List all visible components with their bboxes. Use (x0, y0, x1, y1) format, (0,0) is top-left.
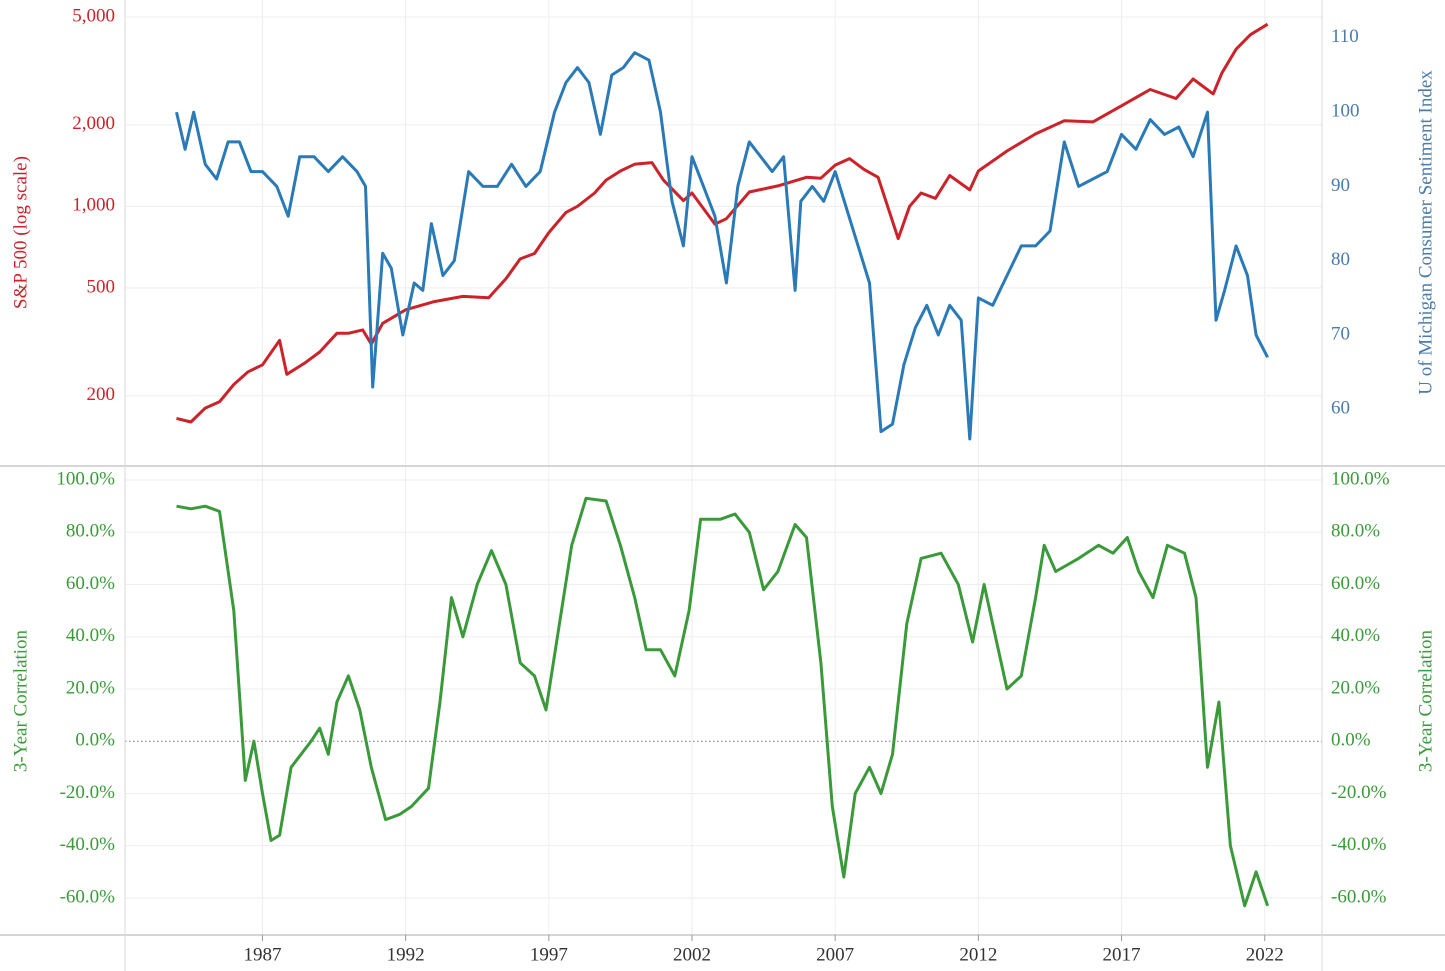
x-tick-label: 2007 (816, 944, 854, 965)
y-tick-label: 5,000 (72, 5, 115, 26)
x-tick-label: 1997 (530, 944, 568, 965)
y-right-tick-label: -20.0% (1331, 782, 1387, 803)
y2-tick-label: 90 (1331, 175, 1350, 196)
y-axis-label: S&P 500 (log scale) (10, 156, 31, 309)
x-tick-label: 2017 (1103, 944, 1141, 965)
x-tick-label: 1987 (243, 944, 281, 965)
x-tick-label: 2002 (673, 944, 711, 965)
y-right-tick-label: 40.0% (1331, 625, 1380, 646)
y-tick-label: 60.0% (66, 573, 115, 594)
y2-axis-label: U of Michigan Consumer Sentiment Index (1415, 70, 1436, 395)
y-right-axis-label: 3-Year Correlation (1415, 629, 1436, 772)
y-tick-label: -20.0% (60, 782, 116, 803)
y-right-tick-label: -40.0% (1331, 834, 1387, 855)
y-tick-label: 80.0% (66, 521, 115, 542)
y-tick-label: 40.0% (66, 625, 115, 646)
y-axis-label: 3-Year Correlation (10, 629, 31, 772)
x-tick-label: 2012 (959, 944, 997, 965)
y-tick-label: -40.0% (60, 834, 116, 855)
y2-tick-label: 100 (1331, 101, 1360, 122)
y-tick-label: -60.0% (60, 886, 116, 907)
y-right-tick-label: 80.0% (1331, 521, 1380, 542)
y-right-tick-label: 100.0% (1331, 468, 1390, 489)
y2-tick-label: 60 (1331, 398, 1350, 419)
series-line (176, 496, 1270, 908)
x-tick-label: 1992 (387, 944, 425, 965)
y-tick-label: 20.0% (66, 677, 115, 698)
y-tick-label: 200 (87, 384, 116, 405)
y-right-tick-label: 0.0% (1331, 730, 1371, 751)
y-right-tick-label: 60.0% (1331, 573, 1380, 594)
y-tick-label: 500 (87, 276, 116, 297)
y-right-tick-label: 20.0% (1331, 677, 1380, 698)
y-tick-label: 0.0% (75, 730, 115, 751)
series-line (175, 51, 1269, 441)
series-line (176, 22, 1269, 424)
y-tick-label: 2,000 (72, 113, 115, 134)
y-right-tick-label: -60.0% (1331, 886, 1387, 907)
y2-tick-label: 70 (1331, 323, 1350, 344)
x-tick-label: 2022 (1246, 944, 1284, 965)
y-tick-label: 100.0% (56, 468, 115, 489)
y-tick-label: 1,000 (72, 195, 115, 216)
y2-tick-label: 110 (1331, 26, 1359, 47)
y2-tick-label: 80 (1331, 249, 1350, 270)
